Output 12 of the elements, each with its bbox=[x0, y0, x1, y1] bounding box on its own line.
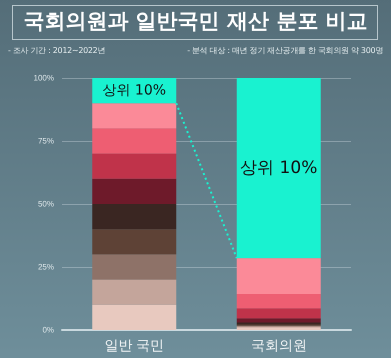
y-tick-label: 75% bbox=[38, 136, 54, 146]
chart-subtitle: - 조사 기간 : 2012~2022년 bbox=[8, 45, 106, 56]
data-label: 상위 10% bbox=[102, 82, 166, 99]
x-tick-label: 국회의원 bbox=[250, 337, 307, 353]
y-tick-label: 0% bbox=[42, 326, 54, 334]
y-tick-label: 50% bbox=[38, 200, 54, 208]
y-tick-label: 25% bbox=[38, 262, 54, 272]
text: - 분석 대상 : 매년 정기 재산공개를 한 국회의원 약 300명 bbox=[187, 45, 383, 56]
y-tick-label: 100% bbox=[34, 74, 54, 82]
data-label: 상위 10% bbox=[240, 158, 318, 178]
chart-title: 국회의원과 일반국민 재산 분포 비교 bbox=[22, 8, 369, 35]
x-tick-label: 일반 국민 bbox=[104, 337, 164, 353]
